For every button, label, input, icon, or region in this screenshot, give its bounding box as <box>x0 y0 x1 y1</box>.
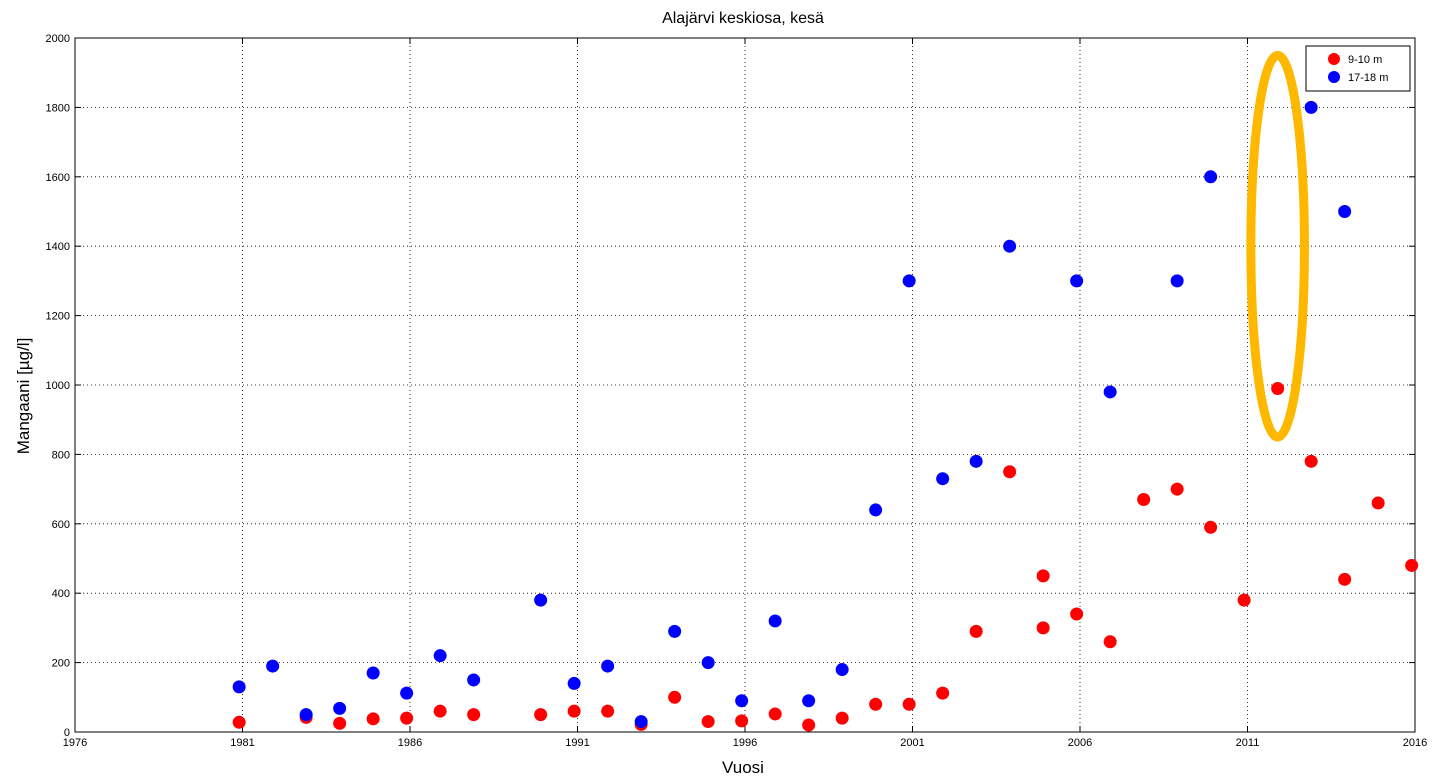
data-point <box>266 659 280 673</box>
data-point <box>467 708 481 722</box>
y-tick-label: 600 <box>52 519 70 531</box>
data-point <box>1070 274 1084 288</box>
data-point <box>467 673 481 687</box>
legend-box <box>1305 45 1411 92</box>
y-tick-label: 1200 <box>46 311 70 323</box>
data-point <box>802 694 816 708</box>
y-tick-label: 0 <box>64 727 70 739</box>
data-point <box>1371 496 1385 510</box>
data-point <box>668 690 682 704</box>
data-point <box>1204 520 1218 534</box>
data-point <box>936 472 950 486</box>
data-point <box>433 649 447 663</box>
data-point <box>333 701 347 715</box>
data-point <box>869 697 883 711</box>
data-point <box>1137 493 1151 507</box>
data-point <box>400 686 414 700</box>
data-point <box>1338 205 1352 218</box>
plot-frame <box>74 37 1416 733</box>
data-point <box>1304 100 1318 114</box>
data-point <box>567 704 581 718</box>
y-axis-title: Mangaani [µg/l] <box>14 338 33 455</box>
data-point <box>768 614 782 628</box>
data-point <box>701 715 715 729</box>
data-point <box>1003 239 1017 253</box>
data-point <box>601 659 615 673</box>
x-tick-label: 2011 <box>1236 737 1260 749</box>
data-point <box>1237 593 1251 607</box>
data-point <box>1170 482 1184 496</box>
x-tick-label: 2001 <box>900 737 924 749</box>
data-point <box>601 704 615 718</box>
data-point <box>1003 465 1017 479</box>
data-point <box>969 454 983 468</box>
x-tick-label: 1981 <box>230 737 254 749</box>
x-tick-label: 1996 <box>733 737 757 749</box>
x-tick-label: 1976 <box>63 737 87 749</box>
data-point <box>1070 607 1084 621</box>
data-point <box>567 676 581 690</box>
y-tick-label: 400 <box>52 588 70 600</box>
data-point <box>400 711 414 725</box>
y-tick-label: 1600 <box>46 172 70 184</box>
data-point <box>701 656 715 670</box>
data-point <box>1338 572 1352 586</box>
series-red <box>232 381 1419 732</box>
data-point <box>902 274 916 288</box>
data-point <box>634 715 648 729</box>
data-point <box>333 716 347 730</box>
data-point <box>869 503 883 517</box>
data-point <box>735 714 749 728</box>
data-point <box>366 666 380 680</box>
data-point <box>534 708 548 722</box>
data-point <box>299 708 313 722</box>
y-tick-label: 1800 <box>46 102 70 114</box>
data-point <box>1036 569 1050 583</box>
data-point <box>768 707 782 721</box>
data-point <box>1304 454 1318 468</box>
data-point <box>232 680 246 694</box>
data-point <box>1036 621 1050 635</box>
chart-title: Alajärvi keskiosa, kesä <box>662 10 824 27</box>
data-point <box>969 624 983 638</box>
y-tick-label: 1400 <box>46 241 70 253</box>
data-point <box>902 697 916 711</box>
data-point <box>1103 385 1117 399</box>
x-tick-label: 2006 <box>1068 737 1092 749</box>
x-tick-label: 2016 <box>1403 737 1427 749</box>
y-tick-label: 1000 <box>46 380 70 392</box>
y-tick-label: 200 <box>52 658 70 670</box>
data-point <box>835 711 849 725</box>
data-point <box>433 704 447 718</box>
data-point <box>366 712 380 726</box>
legend-label: 9-10 m <box>1348 54 1382 66</box>
data-point <box>1405 558 1419 572</box>
legend-label: 17-18 m <box>1348 72 1388 84</box>
x-tick-label: 1986 <box>398 737 422 749</box>
legend-marker <box>1328 71 1340 83</box>
x-axis-title: Vuosi <box>722 758 764 777</box>
highlight-ellipse <box>1246 50 1309 442</box>
data-point <box>802 718 816 732</box>
grid-lines <box>75 38 1415 732</box>
data-point <box>735 694 749 708</box>
y-tick-label: 2000 <box>46 33 70 45</box>
series-blue <box>232 100 1352 729</box>
data-point <box>1204 170 1218 184</box>
data-point <box>835 663 849 677</box>
data-point <box>1271 381 1285 395</box>
data-point <box>534 593 548 607</box>
data-point <box>1103 635 1117 649</box>
legend-marker <box>1328 53 1340 65</box>
data-point <box>232 715 246 729</box>
y-tick-label: 800 <box>52 449 70 461</box>
data-point <box>936 686 950 700</box>
legend: 9-10 m 17-18 m <box>1305 45 1411 92</box>
data-point <box>668 624 682 638</box>
x-tick-label: 1991 <box>565 737 589 749</box>
data-point <box>1170 274 1184 288</box>
